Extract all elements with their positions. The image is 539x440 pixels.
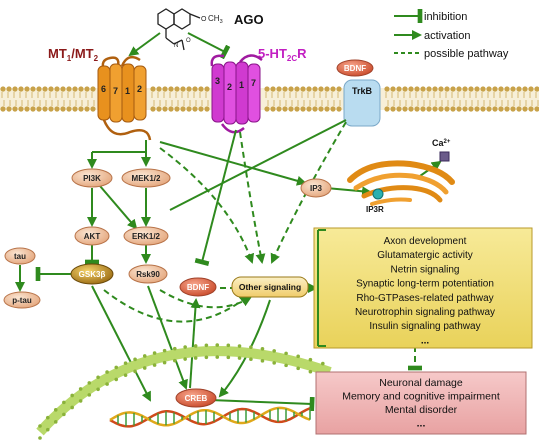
effects-item: Insulin signaling pathway [369, 321, 480, 332]
ptau-node [3, 291, 41, 309]
dna-helix [109, 406, 311, 428]
amide-o-label: O [186, 38, 191, 44]
nuclear-membrane [36, 343, 332, 440]
ip3-label: IP3 [310, 184, 323, 193]
ago-label: AGO [234, 12, 264, 27]
mek-label: MEK1/2 [132, 174, 161, 183]
outcomes-item: ... [417, 418, 426, 430]
effects-item: Glutamatergic activity [377, 250, 473, 261]
tau-node [4, 247, 36, 265]
possible-connectors [103, 121, 422, 371]
5ht2c-receptor [210, 54, 263, 134]
rsk90-node [128, 264, 168, 284]
other-signaling-label: Other signaling [239, 282, 301, 292]
outcomes-item: Memory and cognitive impairment [342, 391, 500, 403]
mt-helix-label: 2 [137, 84, 142, 94]
connectors [15, 119, 442, 412]
legend: inhibition activation possible pathway [394, 9, 509, 60]
bdnf-top-label: BDNF [344, 64, 366, 73]
5ht-helix-label: 1 [239, 80, 244, 90]
trkb-receptor [343, 79, 381, 127]
effects-item: Axon development [384, 236, 467, 247]
legend-activation-label: activation [424, 30, 470, 42]
methoxy-label: O [201, 16, 207, 23]
5ht-helix-label: 2 [227, 82, 232, 92]
akt-node [74, 226, 110, 246]
bdnf-label: BDNF [187, 283, 209, 292]
legend-possible-label: possible pathway [424, 48, 509, 60]
5ht-receptor-title: 5-HT2CR [258, 46, 307, 63]
arrow-ago-to-mt [128, 32, 161, 57]
creb-node [175, 388, 217, 408]
mt-helix-label: 6 [101, 84, 106, 94]
ip3r-channel [372, 188, 384, 200]
mt-helix-label: 7 [113, 86, 118, 96]
effects-item: Netrin signaling [391, 264, 460, 275]
erk-node [123, 226, 169, 246]
gsk3b-node [70, 263, 114, 285]
ptau-label: p-tau [12, 296, 32, 305]
outcomes-item: Neuronal damage [379, 377, 463, 389]
inhibit-ago-to-5ht [187, 32, 231, 60]
amide-n-label: N [174, 43, 178, 49]
outcomes-box [315, 371, 527, 435]
outcomes-list: Neuronal damage Memory and cognitive impa… [342, 377, 500, 430]
mek-node [121, 168, 171, 188]
pi3k-label: PI3K [83, 174, 101, 183]
tau-label: tau [14, 252, 26, 261]
effects-item: Neurotrophin signaling pathway [355, 307, 495, 318]
endoplasmic-reticulum [347, 160, 455, 206]
effects-list: Axon development Glutamatergic activity Ne… [355, 236, 495, 346]
mt-receptor-title: MT1/MT2 [48, 46, 99, 63]
calcium-label: Ca2+ [432, 138, 451, 148]
mt-helix-label: 1 [125, 86, 130, 96]
effects-box [313, 227, 533, 349]
outcomes-item: Mental disorder [385, 404, 458, 416]
agomelatine-structure [157, 8, 201, 51]
rsk90-label: Rsk90 [136, 270, 160, 279]
effects-item: Synaptic long-term potentiation [356, 279, 494, 290]
pi3k-node [71, 168, 113, 188]
mt-receptor [97, 55, 152, 141]
ip3r-label: IP3R [366, 205, 384, 214]
5ht-helix-label: 3 [215, 76, 220, 86]
gsk3b-label: GSK3β [79, 270, 106, 279]
creb-label: CREB [185, 394, 208, 403]
other-signaling-node [231, 276, 309, 298]
legend-inhibition-label: inhibition [424, 11, 467, 23]
trkb-label: TrkB [352, 86, 373, 96]
bdnf-node [179, 277, 217, 297]
effects-item: Rho-GTPases-related pathway [356, 293, 493, 304]
bdnf-top-node [336, 59, 374, 77]
5ht-helix-label: 7 [251, 78, 256, 88]
akt-label: AKT [84, 232, 101, 241]
ip3-node [300, 178, 332, 198]
calcium-icon [439, 151, 450, 162]
cell-membrane [0, 86, 539, 112]
effects-item: ... [421, 335, 430, 346]
methyl-label: CH3 [208, 14, 223, 25]
erk-label: ERK1/2 [132, 232, 161, 241]
